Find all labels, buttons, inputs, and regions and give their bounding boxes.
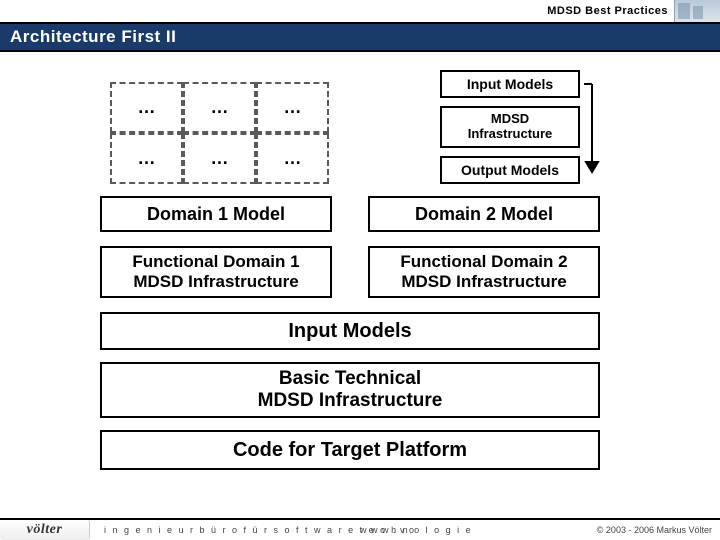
title-bar: Architecture First II (0, 24, 720, 50)
header-tag: MDSD Best Practices (547, 0, 720, 22)
grid-cell: … (183, 82, 256, 133)
diagram-box: MDSDInfrastructure (440, 106, 580, 148)
legend-arrow-icon (582, 80, 612, 182)
footer-tagline: i n g e n i e u r b ü r o f ü r s o f t … (104, 525, 473, 535)
rule-under-title (0, 50, 720, 52)
header-graphic (674, 0, 720, 22)
grid-cell: … (183, 133, 256, 184)
diagram: ………………Input ModelsMDSDInfrastructureOutp… (0, 62, 720, 510)
grid-cell: … (110, 82, 183, 133)
diagram-box: Input Models (440, 70, 580, 98)
grid-cell: … (256, 82, 329, 133)
diagram-box: Domain 1 Model (100, 196, 332, 232)
diagram-box: Basic TechnicalMDSD Infrastructure (100, 362, 600, 418)
footer-url: w w w . v o (360, 525, 415, 535)
diagram-box: Input Models (100, 312, 600, 350)
diagram-box: Domain 2 Model (368, 196, 600, 232)
grid-cell: … (256, 133, 329, 184)
diagram-box: Code for Target Platform (100, 430, 600, 470)
grid-cell: … (110, 133, 183, 184)
header-tag-text: MDSD Best Practices (547, 5, 674, 17)
diagram-box: Functional Domain 2MDSD Infrastructure (368, 246, 600, 298)
footer-copyright: © 2003 - 2006 Markus Völter (597, 525, 712, 535)
footer: völter i n g e n i e u r b ü r o f ü r s… (0, 520, 720, 540)
logo: völter (0, 520, 90, 540)
page-title: Architecture First II (10, 27, 176, 47)
diagram-box: Functional Domain 1MDSD Infrastructure (100, 246, 332, 298)
diagram-box: Output Models (440, 156, 580, 184)
